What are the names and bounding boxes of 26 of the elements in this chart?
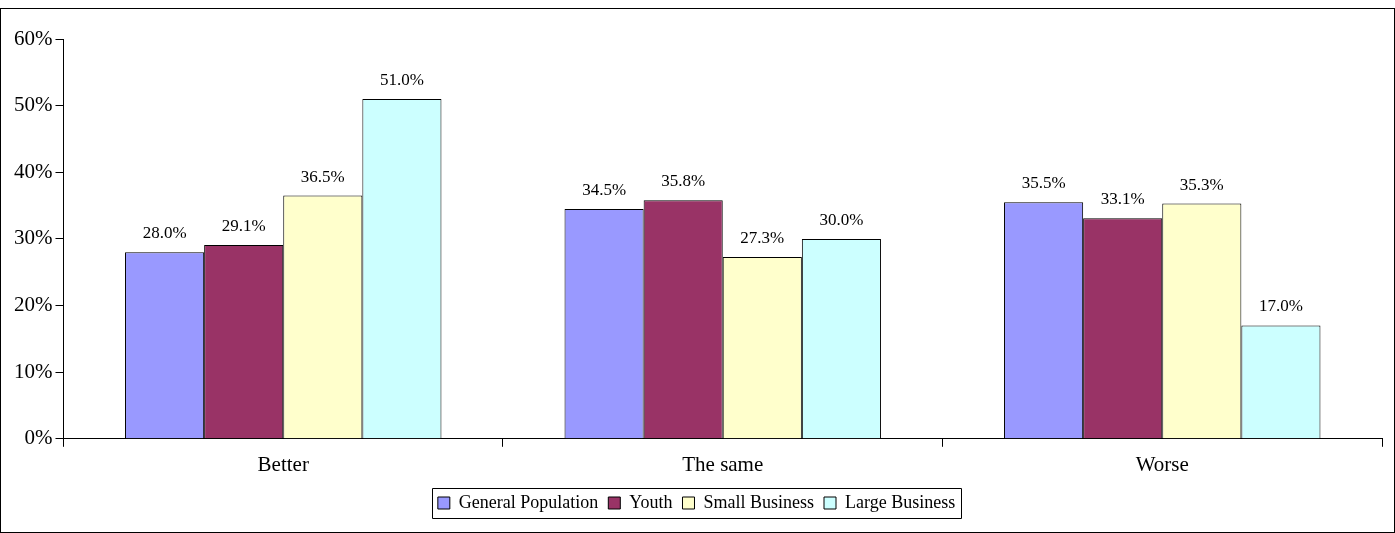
legend-label: Small Business xyxy=(703,491,815,512)
y-tick-label: 60% xyxy=(13,25,53,50)
data-label: 35.5% xyxy=(1021,173,1066,193)
data-label: 35.3% xyxy=(1179,174,1224,194)
legend-label: Large Business xyxy=(845,491,956,512)
data-label: 51.0% xyxy=(379,69,424,89)
legend-label: Youth xyxy=(629,491,673,512)
data-label: 33.1% xyxy=(1100,189,1145,209)
data-label: 27.3% xyxy=(740,227,785,247)
data-label: 35.8% xyxy=(661,171,706,191)
y-tick-label: 50% xyxy=(13,92,53,117)
x-tick-label: Better xyxy=(257,451,309,476)
data-label: 30.0% xyxy=(819,209,864,229)
y-tick-label: 40% xyxy=(13,158,53,183)
legend-label: General Population xyxy=(458,491,599,512)
y-tick-label: 30% xyxy=(13,225,53,250)
x-tick-label: Worse xyxy=(1135,451,1189,476)
data-label: 34.5% xyxy=(582,179,627,199)
y-tick-label: 0% xyxy=(24,425,53,450)
y-tick-label: 20% xyxy=(13,292,53,317)
data-label: 36.5% xyxy=(300,166,345,186)
data-label: 29.1% xyxy=(221,215,266,235)
y-tick-label: 10% xyxy=(13,358,53,383)
x-tick-label: The same xyxy=(682,451,764,476)
data-label: 28.0% xyxy=(142,223,187,243)
data-label: 17.0% xyxy=(1258,296,1303,316)
